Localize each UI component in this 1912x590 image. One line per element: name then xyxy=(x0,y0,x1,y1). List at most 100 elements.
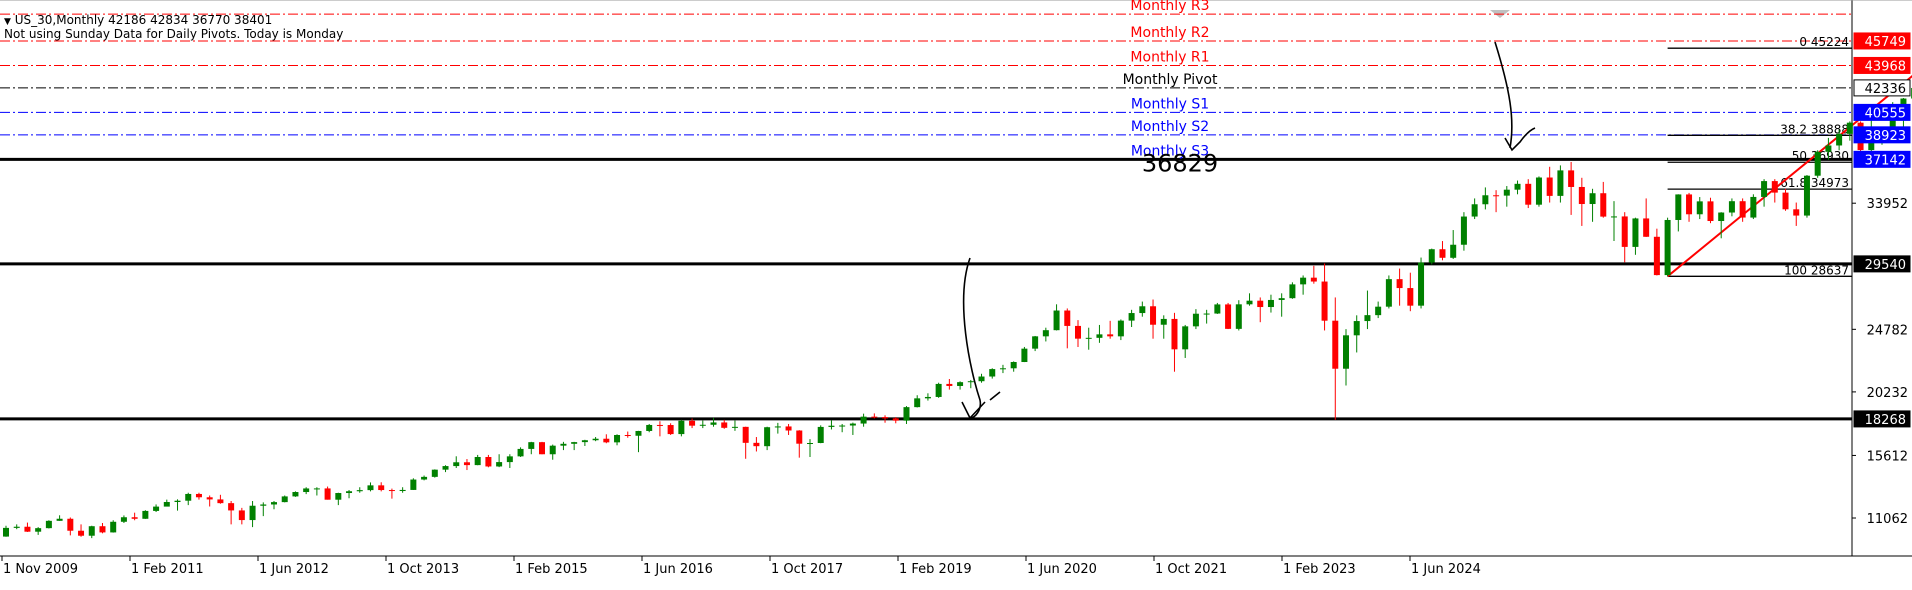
price-box-label: 42336 xyxy=(1865,82,1906,97)
candle-body xyxy=(1728,201,1735,213)
candle-body xyxy=(1696,201,1703,215)
price-box-label: 18268 xyxy=(1865,413,1906,428)
candle-body xyxy=(892,418,899,421)
candle-body xyxy=(924,396,931,399)
candle-body xyxy=(1600,193,1607,217)
y-tick-label: 24782 xyxy=(1867,323,1908,338)
price-box xyxy=(1853,410,1911,428)
x-tick-label: 1 Oct 2013 xyxy=(387,562,459,577)
candle-body xyxy=(989,369,996,377)
pivot-notice: Not using Sunday Data for Daily Pivots. … xyxy=(4,27,344,41)
candle-body xyxy=(1675,194,1682,220)
candle-body xyxy=(1085,337,1092,339)
candle-body xyxy=(399,489,406,492)
candle-body xyxy=(1075,325,1081,339)
candle-body xyxy=(828,425,835,427)
price-box xyxy=(1853,79,1911,97)
candle-body xyxy=(1321,281,1328,321)
candle-body xyxy=(1407,288,1414,306)
price-annotation: 36829 xyxy=(1142,150,1218,178)
candle-body xyxy=(1225,304,1232,329)
candle-body xyxy=(742,426,749,443)
candle-body xyxy=(1482,195,1489,205)
candle-body xyxy=(1782,192,1789,210)
candle-body xyxy=(1128,313,1135,321)
candle-body xyxy=(281,496,288,503)
candle-body xyxy=(1900,98,1907,109)
candle-body xyxy=(796,430,803,444)
candle-body xyxy=(1643,218,1650,237)
candle-body xyxy=(292,492,299,497)
candle-body xyxy=(1739,201,1746,218)
candle-body xyxy=(185,493,192,501)
candle-body xyxy=(678,420,685,435)
candle-body xyxy=(67,518,74,531)
candle-body xyxy=(378,485,385,491)
symbol-header: ▼ US_30,Monthly 42186 42834 36770 38401 xyxy=(4,13,272,29)
fib-level-label: 61.8 34973 xyxy=(1780,176,1849,190)
candle-body xyxy=(731,426,738,428)
candle-body xyxy=(1010,362,1017,369)
candle-body xyxy=(228,503,235,511)
candle-body xyxy=(1235,304,1242,329)
candle-body xyxy=(474,456,481,466)
candle-body xyxy=(528,442,535,449)
candle-body xyxy=(753,442,760,447)
candle-body xyxy=(1332,320,1339,369)
candle-body xyxy=(871,416,878,418)
candle-body xyxy=(807,443,813,445)
candle-body xyxy=(1053,310,1060,331)
candle-body xyxy=(1503,189,1510,196)
candle-body xyxy=(978,376,985,382)
candle-body xyxy=(1439,249,1446,258)
candle-body xyxy=(646,424,653,431)
candle-body xyxy=(785,426,792,431)
candle-body xyxy=(1289,284,1296,299)
candle-body xyxy=(142,510,149,519)
collapse-triangle-icon[interactable]: ▼ xyxy=(4,17,11,27)
candle-body xyxy=(120,517,127,522)
candle-body xyxy=(1525,183,1532,205)
candle-body xyxy=(485,456,492,467)
hand-drawn-arrow xyxy=(962,257,982,419)
candle-body xyxy=(442,466,449,470)
candle-body xyxy=(882,417,889,419)
x-tick-label: 1 Feb 2015 xyxy=(515,562,588,577)
candle-body xyxy=(1032,336,1039,349)
candle-body xyxy=(699,424,706,426)
candle-body xyxy=(1160,318,1167,325)
candle-body xyxy=(560,443,567,446)
candle-body xyxy=(24,526,31,532)
hand-drawn-arrow xyxy=(1494,41,1513,149)
candle-body xyxy=(271,502,277,505)
candle-body xyxy=(764,427,771,447)
price-box-label: 45749 xyxy=(1865,35,1906,50)
y-tick-label: 20232 xyxy=(1867,386,1908,401)
candle-body xyxy=(1836,133,1843,146)
candle-body xyxy=(839,425,846,427)
candle-body xyxy=(1471,204,1478,217)
candle-body xyxy=(99,526,106,533)
candle-body xyxy=(849,423,856,426)
price-box-label: 43968 xyxy=(1865,59,1906,74)
candle-body xyxy=(603,438,610,443)
candle-body xyxy=(217,499,224,504)
pivot-label: Monthly R3 xyxy=(1130,0,1209,14)
candle-body xyxy=(549,445,556,455)
x-tick-label: 1 Jun 2012 xyxy=(259,562,329,577)
candle-body xyxy=(238,510,245,521)
candle-body xyxy=(1568,170,1575,187)
candle-body xyxy=(1803,175,1810,216)
candle-body xyxy=(324,488,331,500)
candle-body xyxy=(571,442,578,444)
candle-body xyxy=(1718,212,1725,222)
candle-body xyxy=(1707,201,1714,222)
price-box xyxy=(1853,126,1911,144)
candle-body xyxy=(1611,216,1617,218)
candle-body xyxy=(1557,170,1564,196)
candles xyxy=(3,87,1912,539)
candle-body xyxy=(1385,279,1392,307)
candle-body xyxy=(1418,262,1425,306)
x-axis: 1 Nov 2009 1 Feb 2011 1 Jun 2012 1 Oct 2013… xyxy=(1,556,1481,577)
